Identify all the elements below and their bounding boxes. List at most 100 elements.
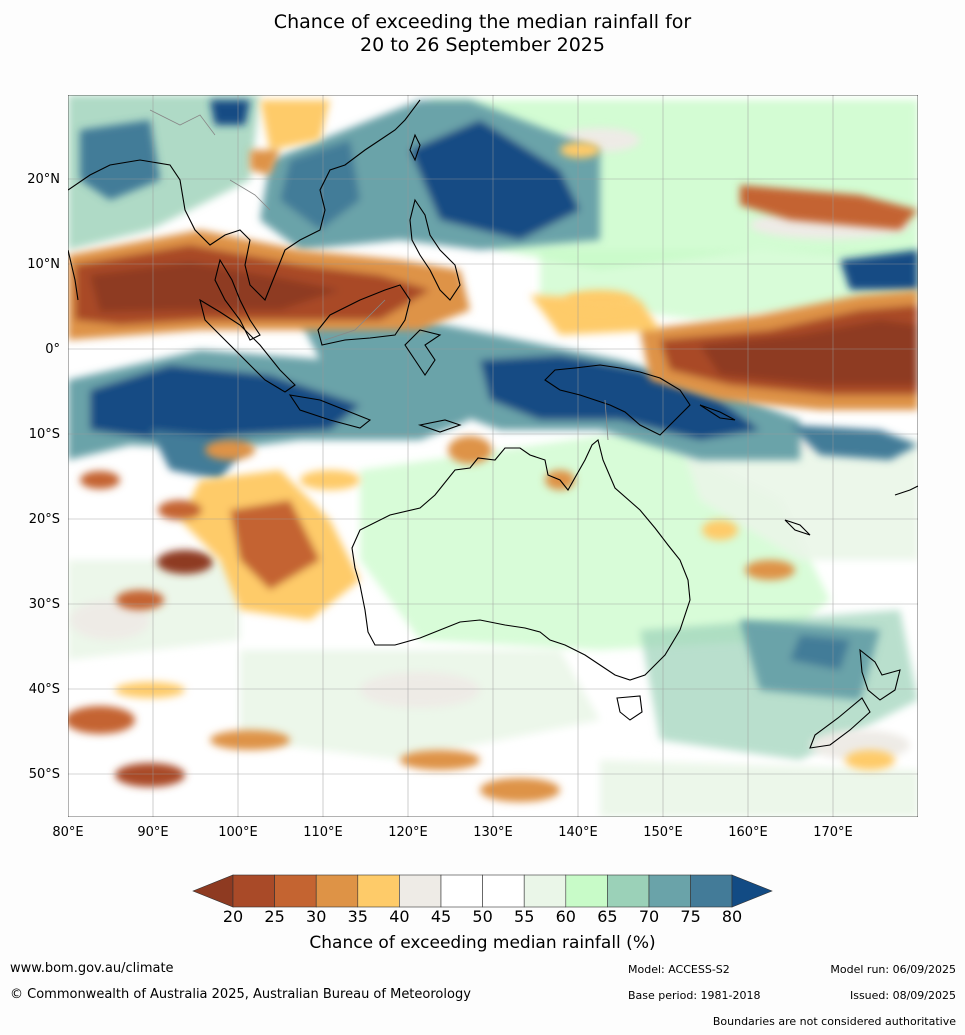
tasmania-coastline — [616, 695, 643, 721]
new-guinea-coastline — [544, 364, 691, 436]
boundary-line — [149, 109, 216, 136]
colorbar-tick-label: 35 — [347, 907, 368, 926]
grey-patch — [70, 600, 150, 640]
lat-tick-label: 50°S — [29, 767, 60, 782]
dry-patch — [400, 750, 480, 770]
latitude-tick-labels: 20°N 10°N 0° 10°S 20°S 30°S 40°S 50°S — [27, 172, 60, 782]
grey-patch — [360, 672, 480, 708]
australia-coastline — [351, 439, 691, 681]
internal-boundaries — [149, 109, 609, 441]
boundary-line — [604, 399, 609, 441]
colorbar-tick-label: 20 — [222, 907, 244, 926]
wet-band-outer-northwest — [80, 120, 160, 200]
colorbar-segment — [232, 874, 275, 908]
dry-patch — [115, 763, 185, 787]
wet-band-core-indian — [90, 365, 360, 440]
map-title-line-1: Chance of exceeding the median rainfall … — [273, 11, 692, 33]
dry-patch — [157, 550, 213, 574]
model-name: Model: ACCESS-S2 — [628, 963, 730, 976]
dry-patch — [702, 520, 738, 540]
asia-mainland-coastline — [68, 99, 421, 301]
colorbar-segment — [648, 874, 691, 908]
lon-tick-label: 160°E — [728, 825, 768, 840]
sulawesi-coastline — [404, 329, 442, 376]
new-zealand-north-coastline — [859, 648, 901, 701]
wet-band-core-new-guinea — [480, 355, 760, 440]
dry-patch — [480, 778, 560, 802]
wet-band-core-north — [410, 120, 580, 240]
borneo-coastline — [317, 284, 411, 346]
colorbar-segment — [482, 874, 525, 908]
dry-band-south-china — [260, 100, 330, 150]
sumatra-coastline — [199, 298, 296, 393]
dry-band-darkest-east — [700, 320, 918, 385]
taiwan-coastline — [409, 133, 421, 162]
colorbar-tick-label: 75 — [680, 907, 701, 926]
colorbar-low-arrow — [192, 874, 234, 908]
wet-band-core-northwest-top — [210, 100, 250, 125]
dry-bands — [68, 100, 918, 410]
map-gridlines — [68, 95, 918, 817]
fiji-coastline — [894, 485, 918, 496]
lon-tick-label: 170°E — [813, 825, 853, 840]
map-plot-area — [68, 95, 918, 817]
lat-tick-label: 20°N — [27, 172, 60, 187]
lon-tick-label: 140°E — [558, 825, 598, 840]
colorbar-tick-label: 65 — [597, 907, 618, 926]
issued-date: Issued: 08/09/2025 — [849, 989, 956, 1002]
colorbar-high-arrow — [731, 874, 773, 908]
dry-patch — [116, 590, 164, 610]
colorbar-tick-label: 70 — [638, 907, 660, 926]
lon-tick-label: 110°E — [303, 825, 343, 840]
wet-band-east-pacific — [840, 250, 918, 290]
dry-patch — [745, 560, 795, 580]
green-region-coral-sea — [680, 440, 918, 560]
colorbar-tick-label: 55 — [514, 907, 535, 926]
dry-patch — [845, 750, 895, 770]
colorbar-tick-label: 30 — [306, 907, 327, 926]
dry-patch — [300, 470, 360, 490]
wet-band-core-philippine — [280, 140, 360, 230]
colorbar-segment — [690, 874, 733, 908]
colorbar-title: Chance of exceeding median rainfall (%) — [309, 933, 656, 953]
dry-patches-south — [68, 142, 895, 802]
malay-peninsula-coastline — [214, 258, 261, 341]
boundaries-disclaimer: Boundaries are not considered authoritat… — [712, 1015, 956, 1028]
philippines-coastline — [409, 198, 461, 301]
boundary-line — [229, 179, 271, 211]
lon-tick-label: 80°E — [52, 825, 83, 840]
dry-patch-south-indian-core — [230, 500, 320, 590]
colorbar-tick-label: 80 — [721, 907, 743, 926]
colorbar-tick-label: 50 — [472, 907, 493, 926]
lat-tick-label: 0° — [45, 342, 60, 357]
lon-tick-label: 150°E — [643, 825, 683, 840]
colorbar-segment — [399, 874, 442, 908]
solomon-islands-coastline — [699, 404, 736, 421]
wet-band-tasman-core — [790, 635, 850, 670]
dry-patch — [158, 500, 202, 520]
colorbar — [192, 874, 773, 908]
dry-patch — [448, 436, 492, 464]
dry-patch — [560, 142, 600, 158]
timor-coastline — [417, 419, 462, 433]
new-zealand-south-coastline — [809, 697, 871, 749]
website-link[interactable]: www.bom.gov.au/climate — [10, 961, 174, 976]
dry-band-ne-pacific — [740, 185, 918, 230]
dry-patch — [205, 440, 255, 460]
dry-patch — [210, 730, 290, 750]
lat-tick-label: 10°S — [29, 427, 60, 442]
lon-tick-label: 130°E — [473, 825, 513, 840]
dry-patch — [115, 682, 185, 698]
colorbar-tick-label: 45 — [430, 907, 452, 926]
colorbar-segment — [315, 874, 359, 908]
lon-tick-label: 90°E — [137, 825, 168, 840]
lat-tick-label: 20°S — [29, 512, 60, 527]
lat-tick-label: 10°N — [27, 257, 60, 272]
dry-band-darkest-west — [90, 262, 340, 312]
dry-patch — [565, 290, 635, 310]
lon-tick-label: 100°E — [218, 825, 258, 840]
colorbar-segment — [357, 874, 400, 908]
colorbar-segment — [607, 874, 650, 908]
colorbar-segment — [565, 874, 608, 908]
